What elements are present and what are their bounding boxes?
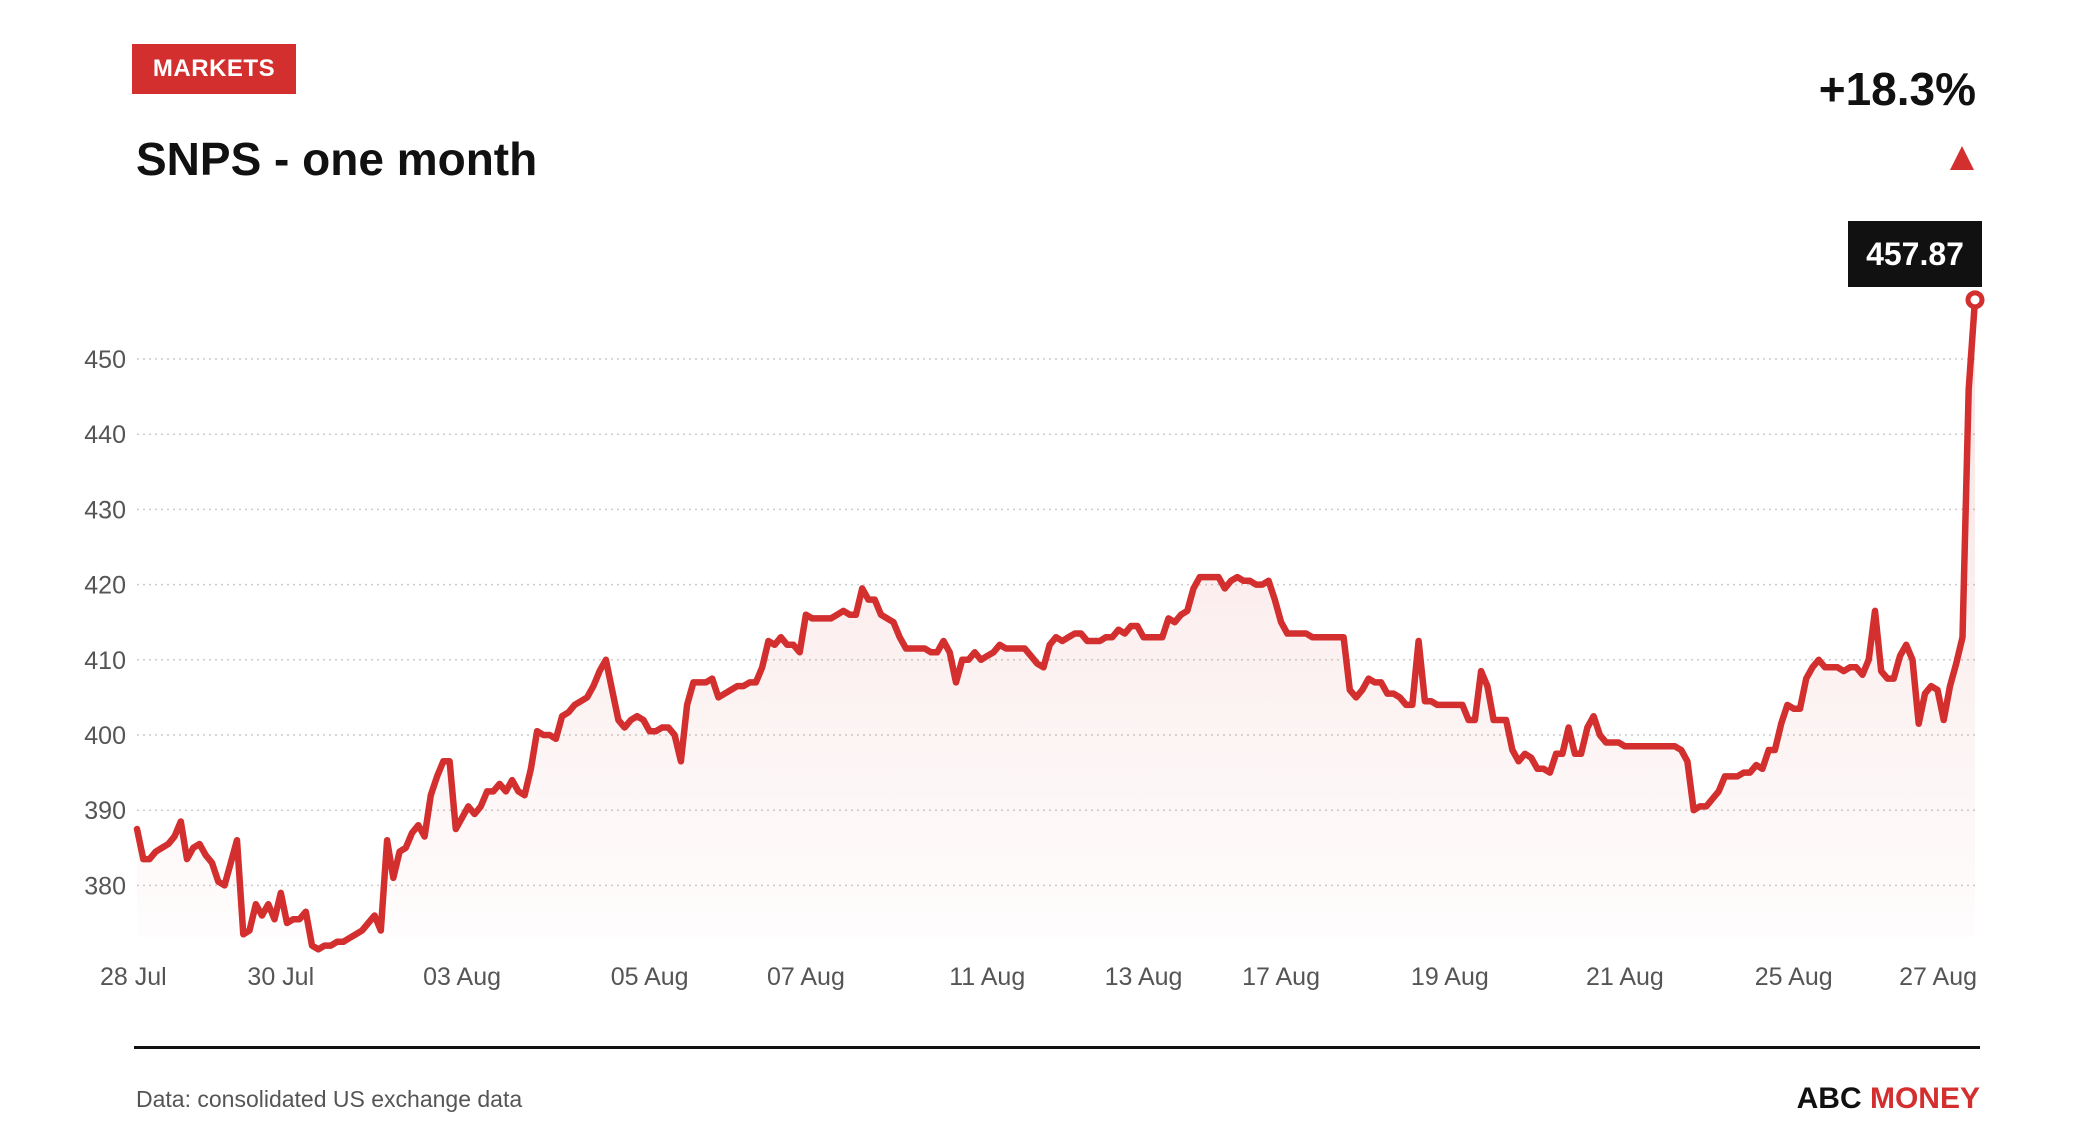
y-tick-label: 390 bbox=[84, 797, 126, 825]
brand-logo-part2: MONEY bbox=[1869, 1082, 1980, 1115]
x-tick-label: 05 Aug bbox=[611, 963, 689, 991]
y-tick-label: 410 bbox=[84, 647, 126, 675]
price-area bbox=[137, 299, 1975, 950]
x-tick-label: 28 Jul bbox=[100, 963, 167, 991]
brand-logo: ABC MONEY bbox=[1797, 1082, 1980, 1116]
y-tick-label: 450 bbox=[84, 346, 126, 374]
x-tick-label: 11 Aug bbox=[949, 963, 1025, 991]
triangle-up-icon bbox=[1950, 146, 1974, 170]
x-tick-label: 27 Aug bbox=[1899, 963, 1977, 991]
brand-logo-part1: ABC bbox=[1796, 1082, 1862, 1115]
x-tick-label: 25 Aug bbox=[1755, 963, 1833, 991]
data-source-note: Data: consolidated US exchange data bbox=[136, 1086, 523, 1112]
x-tick-label: 13 Aug bbox=[1105, 963, 1183, 991]
markets-badge: MARKETS bbox=[132, 44, 296, 94]
y-tick-label: 380 bbox=[84, 872, 126, 900]
x-tick-label: 07 Aug bbox=[767, 963, 845, 991]
x-tick-label: 03 Aug bbox=[423, 963, 501, 991]
y-tick-label: 420 bbox=[84, 572, 126, 600]
last-price-label: 457.87 bbox=[1848, 221, 1982, 287]
x-tick-label: 21 Aug bbox=[1586, 963, 1664, 991]
price-line bbox=[133, 296, 1979, 953]
x-tick-label: 19 Aug bbox=[1411, 963, 1489, 991]
percent-change: +18.3% bbox=[1818, 63, 1976, 115]
chart-title: SNPS - one month bbox=[136, 133, 538, 185]
x-tick-label: 17 Aug bbox=[1242, 963, 1320, 991]
footer-divider bbox=[134, 1046, 1980, 1049]
y-tick-label: 400 bbox=[84, 722, 126, 750]
y-tick-label: 430 bbox=[84, 496, 126, 524]
x-tick-label: 30 Jul bbox=[247, 963, 314, 991]
y-tick-label: 440 bbox=[84, 421, 126, 449]
last-price-point bbox=[1965, 290, 1985, 310]
